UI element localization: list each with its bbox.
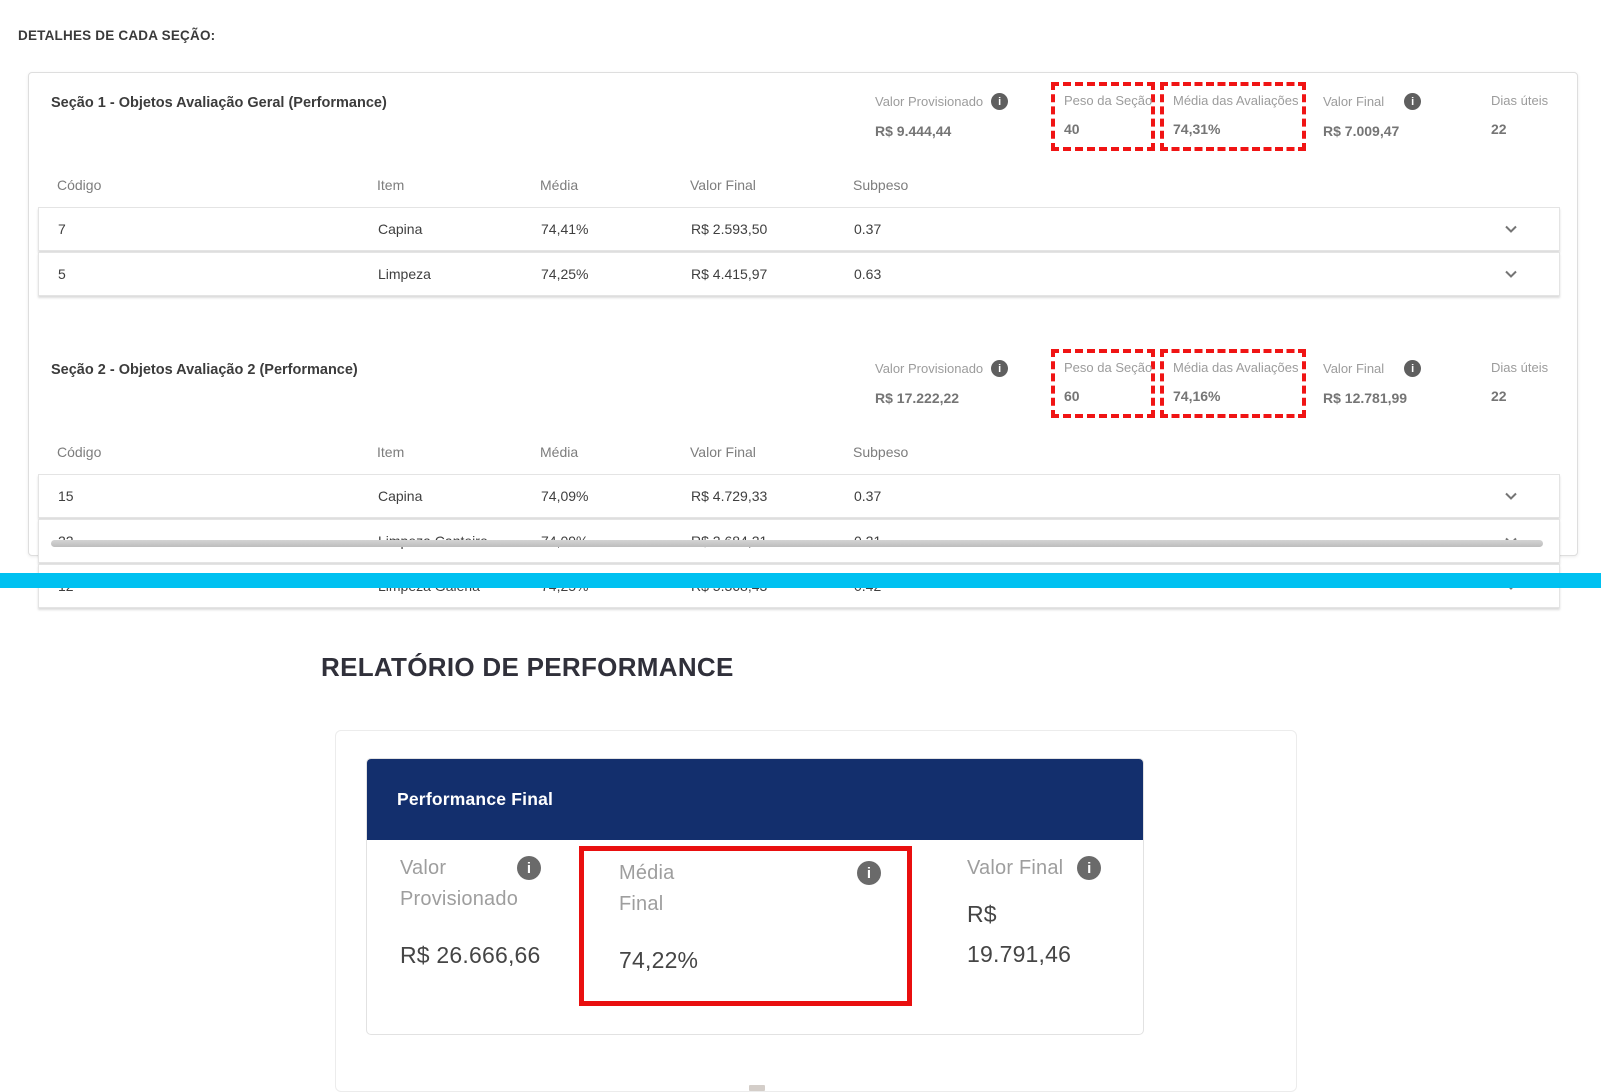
info-icon[interactable]: i: [1077, 856, 1102, 880]
report-stat-valor-final: Valor Final i R$ 19.791,46: [967, 853, 1102, 974]
stat-label: Valor Final: [1323, 94, 1385, 109]
report-stat-valor-provisionado: Valor Provisionado i R$ 26.666,66: [400, 853, 541, 969]
section-stats: Valor Provisionado i R$ 9.444,44 Peso da …: [875, 82, 1551, 151]
table-row[interactable]: 5 Limpeza 74,25% R$ 4.415,97 0.63: [38, 252, 1560, 296]
chevron-down-icon[interactable]: [1501, 219, 1521, 239]
info-icon[interactable]: i: [1404, 360, 1422, 377]
cell-subpeso: 0.37: [854, 221, 882, 237]
stat-valor-provisionado: Valor Provisionado i R$ 17.222,22: [875, 360, 1051, 406]
column-header-subpeso: Subpeso: [853, 177, 909, 193]
cell-codigo: 15: [58, 488, 74, 504]
section-1-block: Seção 1 - Objetos Avaliação Geral (Perfo…: [29, 73, 1577, 296]
performance-final-card: Performance Final Valor Provisionado i R…: [366, 758, 1144, 1035]
divider-bar: [0, 573, 1601, 588]
section-title: Seção 2 - Objetos Avaliação 2 (Performan…: [51, 362, 358, 378]
info-icon[interactable]: i: [857, 861, 881, 885]
stat-dias-uteis: Dias úteis 22: [1491, 93, 1551, 137]
cell-valor-final: R$ 4.729,33: [691, 488, 768, 504]
stat-valor-final: Valor Final i R$ 7.009,47: [1323, 93, 1473, 139]
report-stat-value: R$ 26.666,66: [400, 942, 541, 968]
column-header-subpeso: Subpeso: [853, 444, 909, 460]
column-header-codigo: Código: [57, 444, 102, 460]
table-row[interactable]: 7 Capina 74,41% R$ 2.593,50 0.37: [38, 207, 1560, 251]
stat-label: Dias úteis: [1491, 93, 1549, 108]
sections-detail-card: Seção 1 - Objetos Avaliação Geral (Perfo…: [28, 72, 1578, 608]
cell-media: 74,41%: [541, 221, 589, 237]
highlight-box-media-das-avaliacoes: Média das Avaliações 74,31%: [1160, 82, 1306, 151]
cropped-content-fragment: [749, 1085, 765, 1091]
highlight-box-media-final: Média Final i 74,22%: [579, 846, 912, 1006]
stat-valor-final: Valor Final i R$ 12.781,99: [1323, 360, 1473, 406]
cell-codigo: 5: [58, 266, 66, 282]
column-header-media: Média: [540, 177, 579, 193]
table-header-row: Código Item Média Valor Final Subpeso: [29, 177, 1577, 193]
stat-value: 22: [1491, 388, 1507, 404]
report-stat-value-line2: 19.791,46: [967, 941, 1072, 967]
cell-item: Capina: [378, 221, 423, 237]
performance-final-header: Performance Final: [367, 759, 1143, 840]
highlight-box-media-das-avaliacoes: Média das Avaliações 74,16%: [1160, 349, 1306, 418]
stat-value: 22: [1491, 121, 1507, 137]
info-icon[interactable]: i: [517, 856, 541, 880]
column-header-item: Item: [377, 444, 405, 460]
stat-value: 74,16%: [1173, 388, 1221, 404]
info-icon[interactable]: i: [991, 93, 1009, 110]
table-header-row: Código Item Média Valor Final Subpeso: [29, 444, 1577, 460]
section-2-block: Seção 2 - Objetos Avaliação 2 (Performan…: [29, 340, 1577, 608]
stat-label: Valor Provisionado: [875, 361, 984, 376]
stat-value: 60: [1064, 388, 1080, 404]
cell-item: Limpeza: [378, 266, 431, 282]
chevron-down-icon[interactable]: [1501, 264, 1521, 284]
section-title: Seção 1 - Objetos Avaliação Geral (Perfo…: [51, 95, 387, 111]
cell-codigo: 7: [58, 221, 66, 237]
section-stats: Valor Provisionado i R$ 17.222,22 Peso da…: [875, 349, 1551, 418]
stat-valor-provisionado: Valor Provisionado i R$ 9.444,44: [875, 93, 1051, 139]
stat-label: Valor Provisionado: [875, 94, 984, 109]
stat-value: R$ 7.009,47: [1323, 123, 1400, 139]
performance-final-title: Performance Final: [397, 789, 554, 809]
report-card: Performance Final Valor Provisionado i R…: [335, 730, 1297, 1092]
report-stat-label: Média Final: [619, 862, 675, 915]
stat-value: R$ 12.781,99: [1323, 390, 1408, 406]
stat-value: R$ 9.444,44: [875, 123, 952, 139]
cell-subpeso: 0.63: [854, 266, 882, 282]
info-icon[interactable]: i: [991, 360, 1009, 377]
stat-value: R$ 17.222,22: [875, 390, 960, 406]
report-stat-value: 74,22%: [619, 947, 699, 973]
table-row[interactable]: 15 Capina 74,09% R$ 4.729,33 0.37: [38, 474, 1560, 518]
report-title: RELATÓRIO DE PERFORMANCE: [321, 652, 734, 682]
info-icon[interactable]: i: [1404, 93, 1422, 110]
stat-label: Peso da Seção: [1064, 360, 1153, 375]
stat-label: Dias úteis: [1491, 360, 1549, 375]
stat-label: Valor Final: [1323, 361, 1385, 376]
column-header-codigo: Código: [57, 177, 102, 193]
horizontal-scrollbar[interactable]: [51, 540, 1543, 547]
stat-dias-uteis: Dias úteis 22: [1491, 360, 1551, 404]
stat-value: 74,31%: [1173, 121, 1221, 137]
report-stat-label: Valor Final: [967, 857, 1064, 879]
cell-media: 74,25%: [541, 266, 589, 282]
column-header-valor-final: Valor Final: [690, 444, 756, 460]
cell-subpeso: 0.37: [854, 488, 882, 504]
column-header-valor-final: Valor Final: [690, 177, 756, 193]
chevron-down-icon[interactable]: [1501, 486, 1521, 506]
stat-label: Média das Avaliações: [1173, 93, 1299, 108]
report-stat-label: Valor Provisionado: [400, 857, 519, 910]
cell-valor-final: R$ 2.593,50: [691, 221, 768, 237]
report-stat-media-final: Média Final i 74,22%: [619, 858, 907, 974]
cell-valor-final: R$ 4.415,97: [691, 266, 768, 282]
column-header-item: Item: [377, 177, 405, 193]
stat-label: Peso da Seção: [1064, 93, 1153, 108]
highlight-box-peso-da-secao: Peso da Seção 60: [1051, 349, 1155, 418]
cell-media: 74,09%: [541, 488, 589, 504]
stat-label: Média das Avaliações: [1173, 360, 1299, 375]
cell-item: Capina: [378, 488, 423, 504]
highlight-box-peso-da-secao: Peso da Seção 40: [1051, 82, 1155, 151]
column-header-media: Média: [540, 444, 579, 460]
report-stat-value-line1: R$: [967, 901, 997, 927]
page-title: DETALHES DE CADA SEÇÃO:: [18, 28, 216, 43]
stat-value: 40: [1064, 121, 1080, 137]
